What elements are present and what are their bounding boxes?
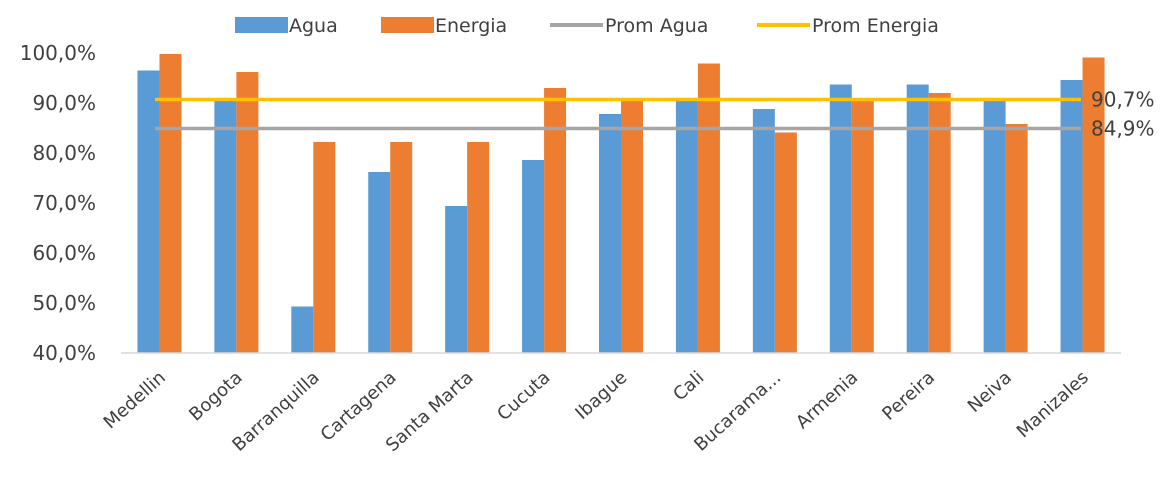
bar-agua-bogota [214,100,237,353]
x-tick-label: Neiva [964,367,1016,417]
bar-energia-neiva [1005,124,1028,353]
bar-energia-cucuta [544,88,567,353]
legend-label-prom-agua: Prom Agua [605,15,708,37]
bar-energia-ibague [621,99,643,353]
legend-label-energia: Energia [435,15,507,37]
prom-agua-value-label: 84,9% [1091,117,1155,141]
y-tick-label: 100,0% [20,41,96,65]
legend-label-agua: Agua [289,15,338,37]
bar-energia-armenia [851,99,874,353]
x-tick-label: Medellin [100,367,170,433]
y-tick-label: 90,0% [32,91,96,115]
y-tick-label: 80,0% [32,141,96,165]
x-tick-label: Armenia [792,367,862,433]
x-tick-label: Bogota [185,367,247,425]
bar-agua-barranquilla [291,306,314,353]
bar-agua-cali [675,99,698,353]
bar-energia-cali [697,63,720,353]
bar-energia-santa-marta [467,142,490,353]
bar-energia-bogota [236,72,259,353]
bar-agua-manizales [1060,80,1083,353]
bar-energia-bucarama- [774,132,797,353]
legend-label-prom-energia: Prom Energia [812,15,939,37]
x-tick-label: Ibague [571,367,631,424]
bar-energia-manizales [1082,57,1105,353]
legend: Agua Energia Prom Agua Prom Energia [235,15,939,37]
x-tick-label: Pereira [878,367,939,425]
x-tick-label: Manizales [1013,367,1093,442]
bar-energia-pereira [928,93,951,353]
bar-energia-cartagena [390,142,413,353]
legend-swatch-energia [381,17,434,33]
bar-agua-pereira [906,84,929,353]
bar-agua-neiva [983,99,1006,353]
y-axis: 40,0% 50,0% 60,0% 70,0% 80,0% 90,0% 100,0% [20,41,96,365]
bars [137,54,1105,353]
y-tick-label: 60,0% [32,241,96,265]
bar-energia-barranquilla [313,142,336,353]
bar-agua-medellin [137,70,160,353]
y-tick-label: 50,0% [32,291,96,315]
legend-swatch-agua [235,17,288,33]
y-tick-label: 70,0% [32,191,96,215]
prom-energia-value-label: 90,7% [1091,88,1155,112]
x-axis: Medellin BogotaBarranquillaCartagenaSanta… [100,367,1093,456]
bar-agua-armenia [829,84,852,353]
x-tick-label: Cucuta [493,367,554,425]
y-tick-label: 40,0% [32,341,96,365]
bar-agua-cartagena [368,172,391,353]
reference-lines: 84,9% 90,7% [155,88,1155,141]
bar-agua-ibague [599,114,621,353]
bar-agua-bucarama- [752,109,775,353]
bar-agua-cucuta [522,160,545,353]
x-tick-label: Cali [669,367,708,405]
bar-agua-santa-marta [445,206,468,353]
